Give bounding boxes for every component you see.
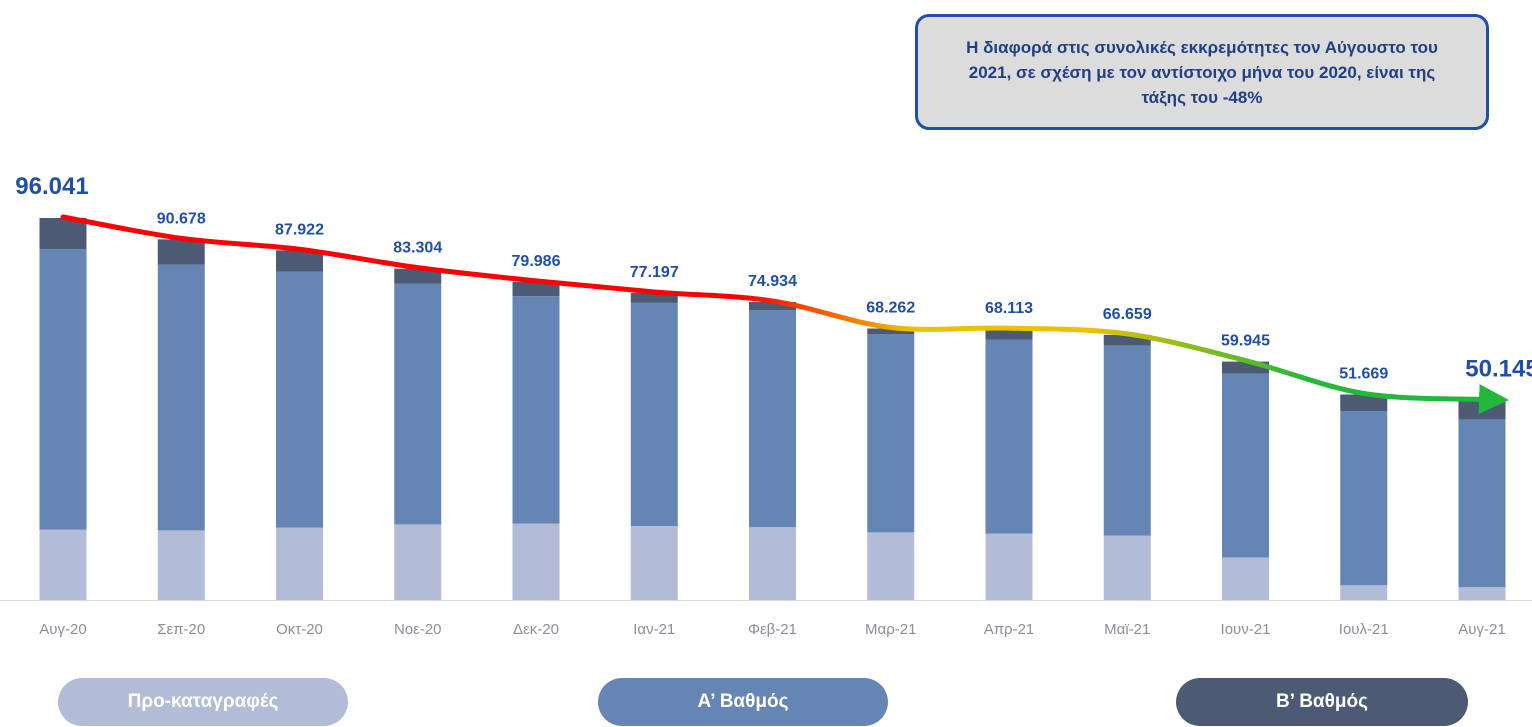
x-tick-label: Οκτ-20 xyxy=(276,621,323,638)
bar-segment-first-instance xyxy=(1458,419,1506,588)
legend-first-instance: Α’ Βαθμός xyxy=(598,678,888,726)
bar-segment-pre-registrations xyxy=(512,523,560,600)
callout-text: Η διαφορά στις συνολικές εκκρεμότητες το… xyxy=(966,37,1438,107)
bar-segment-pre-registrations xyxy=(394,524,442,600)
total-value-label: 77.197 xyxy=(630,264,679,281)
x-tick-label: Ιουν-21 xyxy=(1221,621,1271,638)
bar-segment-second-instance xyxy=(39,218,87,250)
bar-segment-second-instance xyxy=(1458,400,1506,420)
bar-segment-second-instance xyxy=(276,250,323,272)
x-tick-label: Μαϊ-21 xyxy=(1104,621,1150,638)
total-value-label: 74.934 xyxy=(748,273,797,290)
total-value-label: 59.945 xyxy=(1221,333,1270,350)
total-value-label: 90.678 xyxy=(157,210,206,227)
bar-segment-pre-registrations xyxy=(1103,535,1151,600)
total-value-label: 68.262 xyxy=(866,299,915,316)
bar-segment-pre-registrations xyxy=(1458,587,1506,600)
x-tick-label: Νοε-20 xyxy=(394,621,442,638)
legend-b-label: Β’ Βαθμός xyxy=(1275,691,1368,712)
bar-segment-pre-registrations xyxy=(749,527,796,600)
bar-segment-second-instance xyxy=(630,292,678,303)
bar-segment-pre-registrations xyxy=(1340,585,1388,600)
bar-segment-first-instance xyxy=(630,302,678,527)
x-tick-label: Αυγ-20 xyxy=(39,621,86,638)
bar-segment-first-instance xyxy=(985,339,1033,534)
bar-segment-pre-registrations xyxy=(630,526,678,600)
bar-segment-first-instance xyxy=(867,334,915,533)
bar-segment-second-instance xyxy=(1103,334,1151,346)
total-value-label: 68.113 xyxy=(985,300,1033,317)
legend-a-label: Α’ Βαθμός xyxy=(697,691,789,712)
bar-segment-second-instance xyxy=(394,268,442,284)
difference-callout: Η διαφορά στις συνολικές εκκρεμότητες το… xyxy=(915,14,1489,130)
bar-segment-first-instance xyxy=(39,249,87,530)
legend-second-instance: Β’ Βαθμός xyxy=(1176,678,1468,726)
bar-segment-second-instance xyxy=(749,301,796,311)
legend-pre-registrations: Προ-καταγραφές xyxy=(58,678,348,726)
bar-segment-pre-registrations xyxy=(39,529,87,600)
bar-segment-pre-registrations xyxy=(157,530,205,600)
bar-segment-pre-registrations xyxy=(867,532,915,600)
total-value-label: 51.669 xyxy=(1339,365,1388,382)
x-tick-label: Δεκ-20 xyxy=(513,621,559,638)
x-tick-label: Μαρ-21 xyxy=(865,621,916,638)
bar-segment-first-instance xyxy=(1222,373,1269,558)
total-value-label: 87.922 xyxy=(275,221,324,238)
bar-segment-first-instance xyxy=(1103,345,1151,536)
bar-segment-first-instance xyxy=(394,283,442,525)
bar-segment-pre-registrations xyxy=(985,533,1033,600)
x-tick-label: Απρ-21 xyxy=(984,621,1035,638)
trend-arrow xyxy=(60,214,1509,415)
bar-segment-pre-registrations xyxy=(1222,557,1269,600)
x-tick-label: Σεπ-20 xyxy=(157,621,205,638)
total-value-label: 96.041 xyxy=(15,173,88,200)
bar-segment-first-instance xyxy=(276,271,323,528)
bar-segment-first-instance xyxy=(512,296,560,524)
bar-segment-second-instance xyxy=(157,239,205,265)
x-tick-label: Αυγ-21 xyxy=(1458,621,1505,638)
x-tick-label: Φεβ-21 xyxy=(748,621,797,638)
bar-segment-first-instance xyxy=(157,264,205,531)
bar-segment-second-instance xyxy=(985,329,1033,340)
bar-segment-first-instance xyxy=(1340,411,1388,586)
total-value-label: 66.659 xyxy=(1103,306,1152,323)
bar-segment-second-instance xyxy=(867,328,915,335)
bar-segment-second-instance xyxy=(512,281,560,297)
bar-segment-first-instance xyxy=(749,310,796,528)
total-value-label: 50.145 xyxy=(1465,356,1532,383)
x-tick-label: Ιαν-21 xyxy=(633,621,675,638)
total-value-label: 83.304 xyxy=(393,240,442,257)
bar-segment-pre-registrations xyxy=(276,527,323,600)
stacked-bar-chart: Αυγ-20 Σεπ-20 Οκτ-20 Νοε-20 Δεκ-20 Ιαν-21 Φεβ-… xyxy=(0,173,1532,638)
legend-pre-label: Προ-καταγραφές xyxy=(127,691,279,712)
bar-segment-second-instance xyxy=(1340,394,1388,412)
total-value-label: 79.986 xyxy=(512,253,561,270)
x-tick-label: Ιουλ-21 xyxy=(1339,621,1389,638)
